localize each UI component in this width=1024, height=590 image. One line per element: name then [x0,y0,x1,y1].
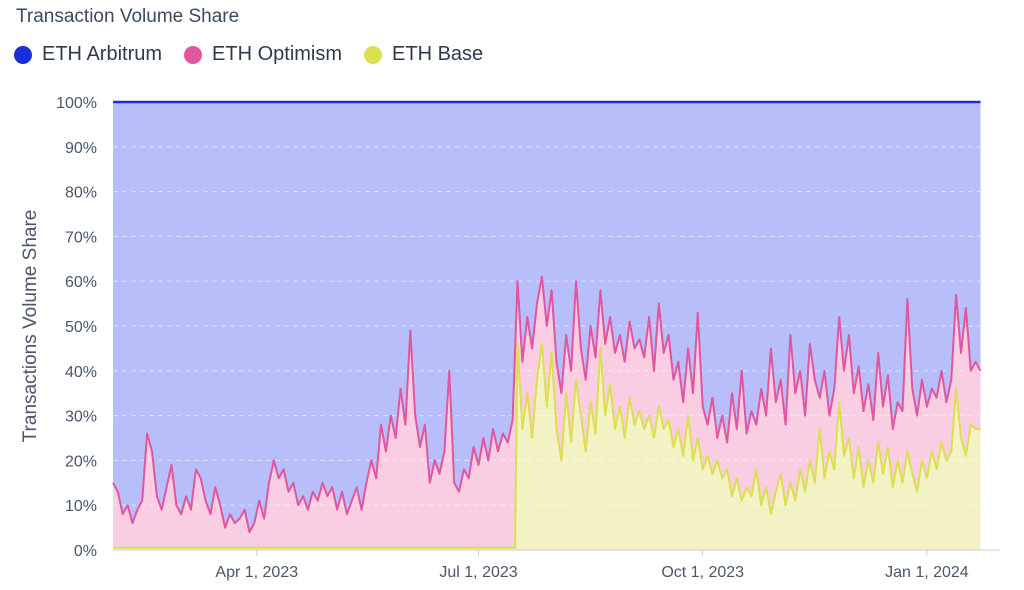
gridlines [113,146,1000,506]
line-eth-base [113,342,981,549]
legend-item-eth-optimism[interactable]: ETH Optimism [184,43,342,66]
legend: ETH Arbitrum ETH Optimism ETH Base [14,43,505,66]
line-eth-optimism [112,275,982,534]
legend-item-eth-arbitrum[interactable]: ETH Arbitrum [14,43,162,66]
legend-item-eth-base[interactable]: ETH Base [364,43,483,66]
y-tick-label: 20% [65,453,97,470]
y-tick-label: 40% [65,364,97,381]
y-tick-label: 60% [65,274,97,291]
x-tick-label: Oct 1, 2023 [661,564,744,581]
y-tick-label: 90% [65,140,97,157]
y-tick-label: 10% [65,498,97,515]
x-tick-label: Apr 1, 2023 [215,564,298,581]
y-tick-label: 50% [65,319,97,336]
x-tick-label: Jan 1, 2024 [885,564,969,581]
y-tick-label: 0% [74,543,97,560]
legend-label-eth-arbitrum: ETH Arbitrum [42,43,163,65]
x-tick-label: Jul 1, 2023 [439,564,517,581]
y-tick-label: 80% [65,185,97,202]
y-tick-label: 70% [65,229,97,246]
chart-title: Transaction Volume Share [16,6,240,27]
series-lines [112,100,982,549]
y-tick-label: 30% [65,409,97,426]
legend-dot-eth-base [364,45,383,64]
y-tick-label: 100% [56,95,97,112]
axis-ticks: 0% 10% 20% 30% 40% 50% 60% 70% 80% 90% 100% Apr 1, … [56,95,1000,581]
legend-dot-eth-arbitrum [14,45,32,64]
y-axis-title: Transactions Volume Share [20,210,41,443]
legend-label-eth-base: ETH Base [392,43,484,65]
legend-dot-eth-optimism [184,45,203,64]
legend-label-eth-optimism: ETH Optimism [212,43,343,65]
